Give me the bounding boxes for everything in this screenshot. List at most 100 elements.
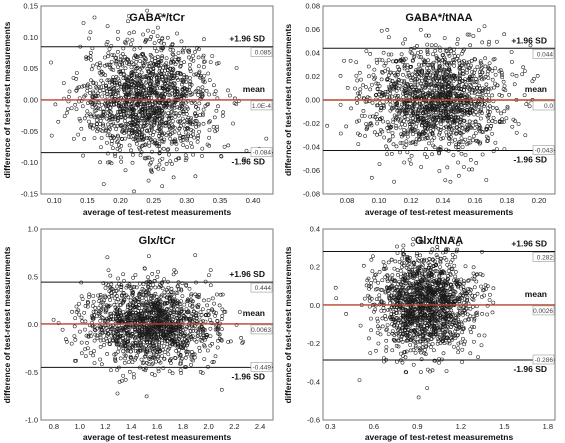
data-point <box>438 111 443 115</box>
data-point <box>135 138 140 142</box>
data-point <box>405 63 410 67</box>
data-point <box>151 282 155 287</box>
data-point <box>158 13 163 18</box>
data-point <box>480 152 485 157</box>
data-point <box>135 54 140 59</box>
data-point <box>139 102 144 107</box>
data-point <box>196 330 200 335</box>
data-point <box>138 147 143 152</box>
data-point <box>145 8 149 13</box>
data-point <box>99 315 104 320</box>
data-point <box>148 61 153 66</box>
data-point <box>461 130 466 134</box>
data-point <box>385 323 390 327</box>
data-point <box>216 338 220 343</box>
data-point <box>471 74 476 79</box>
data-point <box>523 133 528 138</box>
data-point <box>160 84 165 89</box>
data-point <box>127 282 132 287</box>
data-point <box>61 81 66 85</box>
data-point <box>116 349 120 354</box>
data-point <box>143 40 148 44</box>
chart-title: GABA*/tNAA <box>405 12 472 24</box>
data-point <box>97 70 102 75</box>
data-point <box>158 315 162 320</box>
data-point <box>196 305 200 309</box>
data-point <box>161 327 165 332</box>
data-point <box>126 57 131 62</box>
data-point <box>133 92 137 97</box>
data-point <box>105 92 109 96</box>
data-point <box>447 118 452 123</box>
data-point <box>215 319 220 323</box>
data-point <box>128 311 132 316</box>
data-point <box>154 94 159 98</box>
data-point <box>365 124 370 129</box>
data-point <box>126 342 131 346</box>
data-point <box>88 112 93 117</box>
data-point <box>175 89 180 94</box>
data-point <box>156 307 160 312</box>
data-point <box>200 319 205 323</box>
data-point <box>444 79 448 83</box>
data-point <box>160 156 165 161</box>
data-point <box>473 110 478 114</box>
data-point <box>463 62 468 67</box>
lower-value-box <box>250 362 273 372</box>
data-point <box>357 94 362 99</box>
data-point <box>162 104 166 108</box>
data-point <box>219 154 223 158</box>
data-point <box>219 317 224 322</box>
data-point <box>425 66 429 71</box>
data-point <box>395 101 400 106</box>
data-point <box>105 352 109 356</box>
data-point <box>114 127 119 132</box>
data-point <box>439 82 444 87</box>
data-point <box>456 160 460 165</box>
data-point <box>161 331 166 336</box>
data-point <box>361 109 366 113</box>
data-point <box>484 126 489 131</box>
data-point <box>502 32 507 37</box>
data-point <box>480 111 484 115</box>
data-point <box>392 86 397 90</box>
data-point <box>430 106 434 110</box>
data-point <box>74 107 79 112</box>
data-point <box>439 110 443 115</box>
data-point <box>98 357 102 362</box>
data-point <box>374 92 379 97</box>
data-point <box>128 298 133 303</box>
data-point <box>482 287 486 292</box>
data-point <box>436 57 441 62</box>
data-point <box>160 56 164 60</box>
data-point <box>202 37 206 42</box>
data-point <box>126 81 130 85</box>
data-point <box>189 293 193 298</box>
data-point <box>186 310 191 315</box>
data-point <box>161 167 166 171</box>
data-point <box>184 283 189 288</box>
data-point <box>163 100 168 105</box>
data-point <box>451 153 456 158</box>
data-point <box>166 352 171 357</box>
data-point <box>200 111 205 116</box>
y-tick-label: 0.15 <box>23 2 38 11</box>
data-point <box>153 338 158 342</box>
data-point <box>484 286 488 291</box>
data-point <box>184 112 189 116</box>
data-point <box>132 312 137 317</box>
data-point <box>163 92 167 97</box>
data-point <box>211 125 216 129</box>
data-point <box>105 107 109 111</box>
data-point <box>338 74 343 78</box>
data-point <box>177 126 182 131</box>
data-point <box>417 101 422 106</box>
data-point <box>413 95 417 100</box>
data-point <box>454 103 458 107</box>
data-point <box>361 83 365 88</box>
data-point <box>451 57 455 62</box>
data-point <box>160 132 165 137</box>
data-point <box>450 130 455 135</box>
data-point <box>448 124 453 129</box>
data-point <box>142 346 147 351</box>
